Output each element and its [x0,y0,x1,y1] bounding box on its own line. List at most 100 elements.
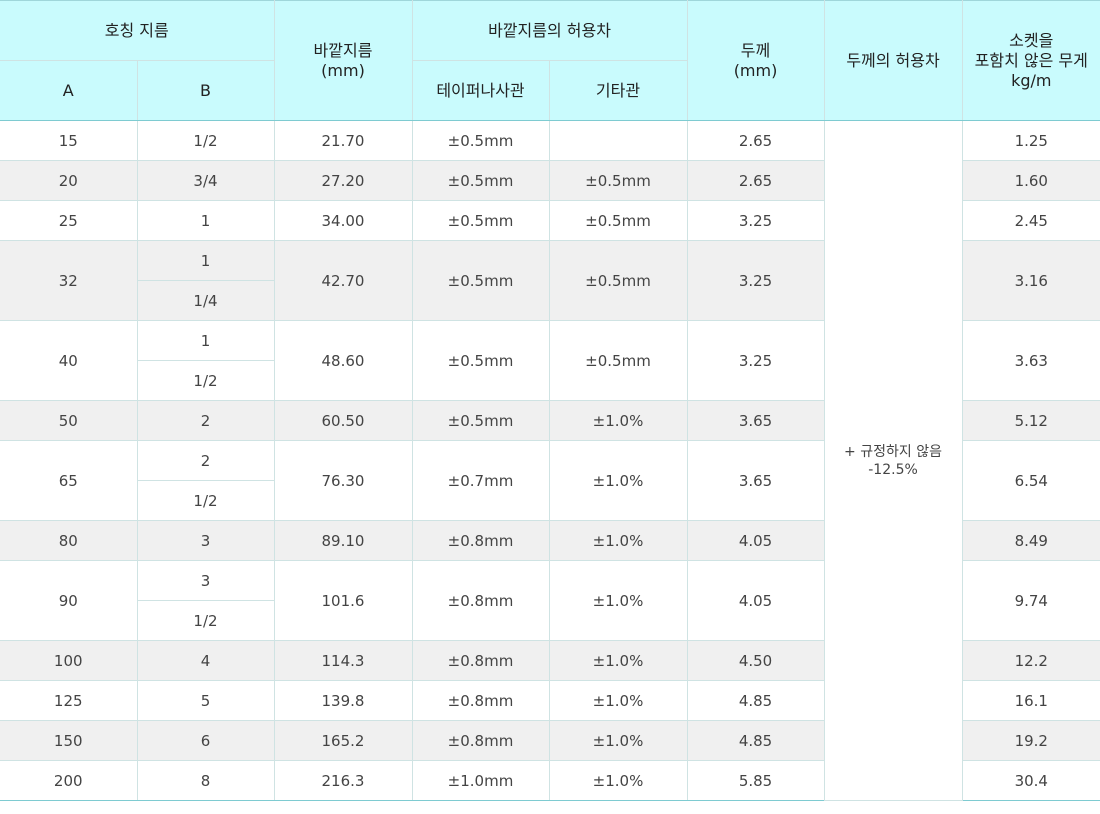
cell-weight: 1.60 [961,160,1100,201]
cell-outer-diameter: 76.30 [273,440,413,521]
cell-nominal-b: 3 [136,560,275,601]
cell-other-tolerance [548,120,688,161]
cell-weight: 2.45 [961,200,1100,241]
cell-nominal-b: 5 [136,680,275,721]
cell-thickness: 2.65 [686,160,825,201]
cell-outer-diameter: 27.20 [273,160,413,201]
cell-thickness: 4.05 [686,520,825,561]
cell-taper-tolerance: ±0.8mm [411,720,550,761]
cell-weight: 3.63 [961,320,1100,401]
cell-weight: 16.1 [961,680,1100,721]
cell-weight: 12.2 [961,640,1100,681]
cell-thickness: 4.85 [686,680,825,721]
cell-taper-tolerance: ±0.7mm [411,440,550,521]
header-thickness: 두께 (mm) [686,0,825,121]
cell-outer-diameter: 34.00 [273,200,413,241]
table-header: 호칭 지름 바깥지름 (mm) 바깥지름의 허용차 두께 (mm) 두께의 허용… [0,0,1100,121]
cell-nominal-b: 8 [136,760,275,801]
cell-other-tolerance: ±1.0% [548,720,688,761]
thickness-tolerance-plus: + 규정하지 않음 [844,443,942,460]
header-outer-diameter-unit: (mm) [321,60,365,80]
cell-taper-tolerance: ±0.8mm [411,640,550,681]
cell-thickness: 3.65 [686,400,825,441]
table-row: 125 5 139.8 ±0.8mm ±1.0% 4.85 16.1 [0,680,1100,721]
header-outer-tolerance: 바깥지름의 허용차 [411,0,688,61]
cell-thickness-tolerance: + 규정하지 않음 -12.5% [823,120,963,801]
cell-outer-diameter: 89.10 [273,520,413,561]
header-thickness-tolerance: 두께의 허용차 [823,0,963,121]
cell-weight: 6.54 [961,440,1100,521]
cell-nominal-a: 150 [0,720,138,761]
table-row: 50 2 60.50 ±0.5mm ±1.0% 3.65 5.12 [0,400,1100,441]
cell-other-tolerance: ±0.5mm [548,200,688,241]
header-thickness-unit: (mm) [733,60,778,80]
cell-weight: 3.16 [961,240,1100,321]
cell-thickness: 4.05 [686,560,825,641]
thickness-tolerance-minus: -12.5% [868,461,918,478]
cell-other-tolerance: ±0.5mm [548,160,688,201]
cell-weight: 19.2 [961,720,1100,761]
header-outer-diameter-line1: 바깥지름 [313,40,373,60]
cell-thickness: 4.50 [686,640,825,681]
cell-outer-diameter: 101.6 [273,560,413,641]
cell-thickness: 3.25 [686,320,825,401]
table-body: 15 1/2 21.70 ±0.5mm 2.65 + 규정하지 않음 -12.5% 1.25 2… [0,120,1100,801]
cell-other-tolerance: ±1.0% [548,520,688,561]
cell-outer-diameter: 48.60 [273,320,413,401]
cell-taper-tolerance: ±1.0mm [411,760,550,801]
cell-outer-diameter: 42.70 [273,240,413,321]
cell-weight: 8.49 [961,520,1100,561]
cell-nominal-b: 1/2 [137,480,274,521]
cell-taper-tolerance: ±0.5mm [411,200,550,241]
header-weight: 소켓을 포함치 않은 무게 kg/m [961,0,1100,121]
cell-nominal-a: 32 [0,240,138,321]
table-row: 15 1/2 21.70 ±0.5mm 2.65 + 규정하지 않음 -12.5% 1.25 [0,120,1100,801]
header-col-b: B [136,60,275,121]
cell-nominal-a: 20 [0,160,138,201]
cell-nominal-a: 80 [0,520,138,561]
cell-nominal-b: 1/2 [137,600,274,641]
header-weight-line1: 소켓을 [1009,30,1054,50]
table-row: 1/2 [0,360,1100,401]
cell-other-tolerance: ±1.0% [548,640,688,681]
cell-nominal-b: 3 [136,520,275,561]
cell-taper-tolerance: ±0.5mm [411,160,550,201]
cell-nominal-a: 40 [0,320,138,401]
cell-thickness: 2.65 [686,120,825,161]
cell-outer-diameter: 139.8 [273,680,413,721]
cell-thickness: 3.25 [686,240,825,321]
cell-nominal-b: 1/2 [136,120,275,161]
cell-taper-tolerance: ±0.8mm [411,680,550,721]
cell-taper-tolerance: ±0.5mm [411,320,550,401]
table-row: 1/2 [0,480,1100,521]
cell-thickness: 4.85 [686,720,825,761]
cell-nominal-a: 200 [0,760,138,801]
header-weight-unit: kg/m [1011,70,1052,90]
cell-taper-tolerance: ±0.8mm [411,560,550,641]
header-thickness-line1: 두께 [740,40,771,60]
table-row: 25 1 34.00 ±0.5mm ±0.5mm 3.25 2.45 [0,200,1100,241]
cell-nominal-a: 125 [0,680,138,721]
header-outer-diameter: 바깥지름 (mm) [273,0,413,121]
cell-nominal-a: 15 [0,120,138,161]
cell-nominal-a: 100 [0,640,138,681]
table-row: 65 2 76.30 ±0.7mm ±1.0% 3.65 6.54 [0,440,1100,521]
cell-outer-diameter: 165.2 [273,720,413,761]
cell-nominal-b: 4 [136,640,275,681]
cell-thickness: 3.25 [686,200,825,241]
header-taper-screw-pipe: 테이퍼나사관 [411,60,550,121]
cell-thickness: 5.85 [686,760,825,801]
table-row: 100 4 114.3 ±0.8mm ±1.0% 4.50 12.2 [0,640,1100,681]
cell-weight: 9.74 [961,560,1100,641]
cell-nominal-a: 25 [0,200,138,241]
cell-taper-tolerance: ±0.5mm [411,400,550,441]
cell-nominal-b: 1 [136,240,275,281]
cell-taper-tolerance: ±0.5mm [411,120,550,161]
cell-nominal-a: 65 [0,440,138,521]
cell-other-tolerance: ±1.0% [548,400,688,441]
cell-nominal-a: 50 [0,400,138,441]
cell-nominal-b: 6 [136,720,275,761]
cell-weight: 30.4 [961,760,1100,801]
cell-weight: 5.12 [961,400,1100,441]
